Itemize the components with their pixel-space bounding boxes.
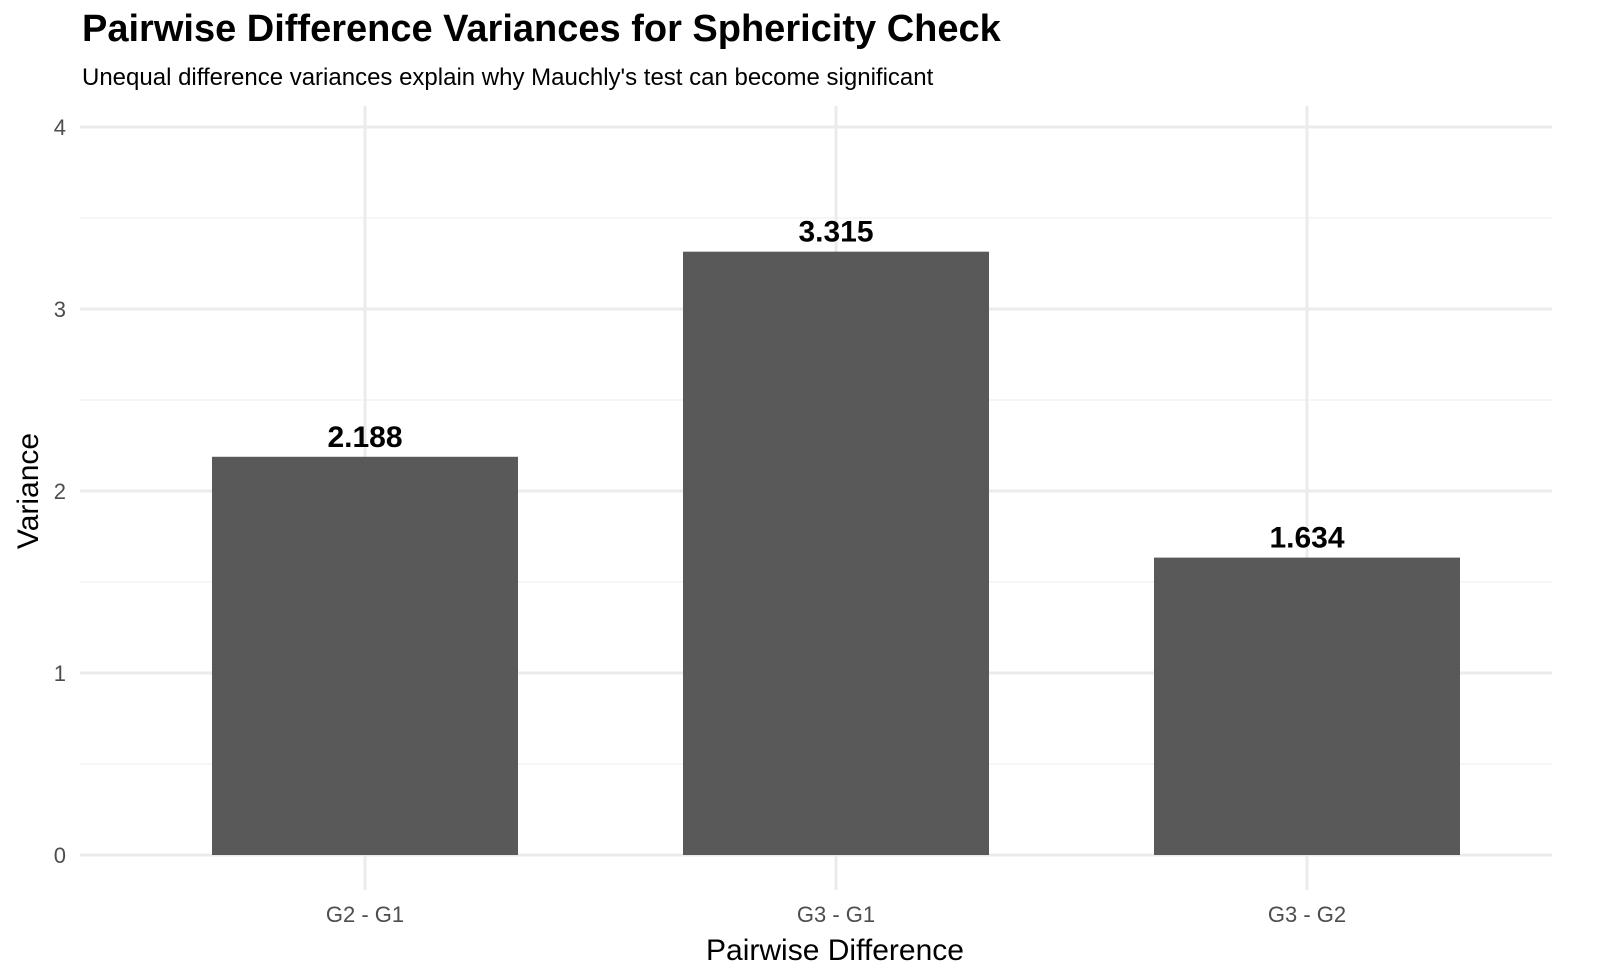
bars — [212, 251, 1460, 856]
x-tick-label: G3 - G1 — [797, 902, 875, 927]
x-axis-title: Pairwise Difference — [706, 934, 964, 967]
bar-value-label: 2.188 — [327, 421, 402, 454]
x-axis-ticks: G2 - G1 G3 - G1 G3 - G2 — [326, 902, 1346, 927]
chart-title: Pairwise Difference Variances for Spheri… — [82, 8, 1001, 50]
y-axis-ticks: 0 1 2 3 4 — [54, 115, 66, 868]
y-tick-label: 4 — [54, 115, 66, 140]
y-tick-label: 3 — [54, 297, 66, 322]
bar — [1154, 557, 1460, 855]
y-tick-label: 2 — [54, 479, 66, 504]
y-axis-title: Variance — [12, 433, 45, 549]
bar-value-label: 3.315 — [798, 216, 873, 249]
data-labels: 2.188 3.315 1.634 — [327, 216, 1344, 555]
chart-subtitle: Unequal difference variances explain why… — [82, 64, 934, 91]
y-tick-label: 0 — [54, 843, 66, 868]
y-tick-label: 1 — [54, 661, 66, 686]
bar-value-label: 1.634 — [1269, 522, 1344, 555]
bar — [683, 251, 989, 856]
x-tick-label: G2 - G1 — [326, 902, 404, 927]
bar — [212, 456, 518, 855]
x-tick-label: G3 - G2 — [1268, 902, 1346, 927]
